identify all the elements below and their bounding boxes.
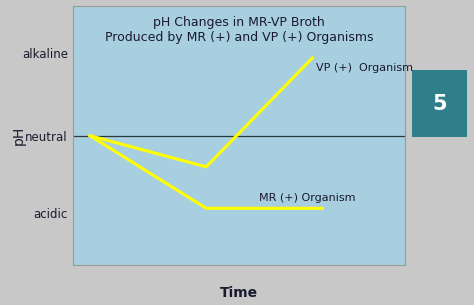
- Text: pH Changes in MR-VP Broth
Produced by MR (+) and VP (+) Organisms: pH Changes in MR-VP Broth Produced by MR…: [105, 16, 374, 45]
- Text: 5: 5: [432, 94, 447, 114]
- Text: pH: pH: [12, 126, 26, 145]
- Text: Time: Time: [220, 286, 258, 300]
- Text: MR (+) Organism: MR (+) Organism: [259, 193, 356, 203]
- Text: VP (+)  Organism: VP (+) Organism: [316, 63, 413, 73]
